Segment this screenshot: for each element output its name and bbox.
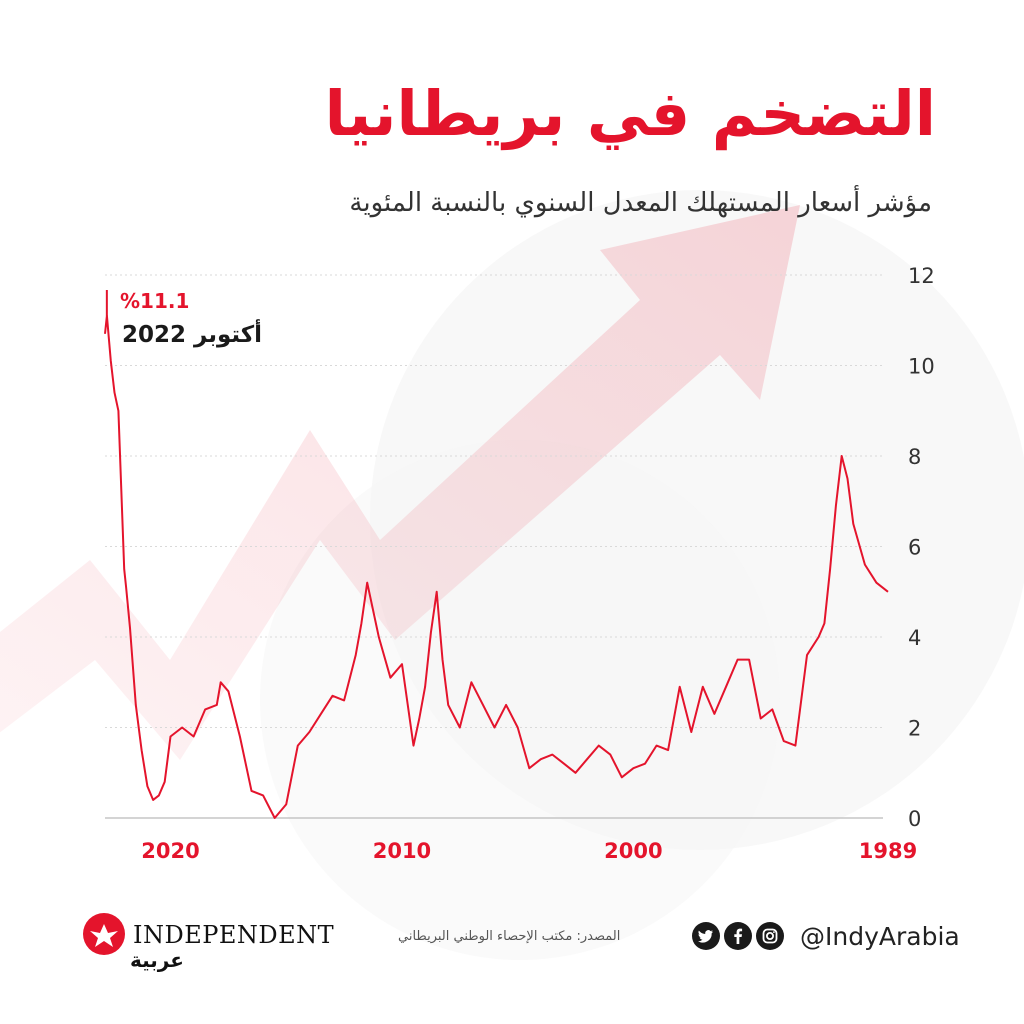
page-title: التضخم في بريطانيا	[324, 77, 936, 150]
x-tick-label-2020: 2020	[141, 839, 199, 863]
x-tick-label-2010: 2010	[373, 839, 431, 863]
peak-date-label: أكتوبر 2022	[122, 318, 262, 348]
y-tick-label-10: 10	[908, 355, 935, 379]
social-handle[interactable]: @IndyArabia	[800, 922, 960, 951]
y-tick-label-8: 8	[908, 445, 921, 469]
y-tick-label-6: 6	[908, 536, 921, 560]
x-tick-label-1989: 1989	[859, 839, 917, 863]
page-subtitle: مؤشر أسعار المستهلك المعدل السنوي بالنسب…	[349, 188, 932, 218]
y-tick-label-0: 0	[908, 807, 921, 831]
series-line-0	[104, 314, 889, 819]
x-tick-label-2000: 2000	[604, 839, 662, 863]
y-tick-label-4: 4	[908, 626, 921, 650]
twitter-icon[interactable]	[692, 922, 720, 950]
logo-wordmark: INDEPENDENT	[133, 921, 335, 949]
peak-value-label: %11.1	[120, 289, 189, 313]
logo-arabic-wordmark: عربية	[130, 948, 184, 972]
facebook-icon[interactable]	[724, 922, 752, 950]
source-note: المصدر: مكتب الإحصاء الوطني البريطاني	[398, 929, 621, 944]
instagram-icon[interactable]	[756, 922, 784, 950]
independent-eagle-logo-icon	[83, 913, 125, 955]
y-tick-label-12: 12	[908, 264, 935, 288]
y-tick-label-2: 2	[908, 717, 921, 741]
